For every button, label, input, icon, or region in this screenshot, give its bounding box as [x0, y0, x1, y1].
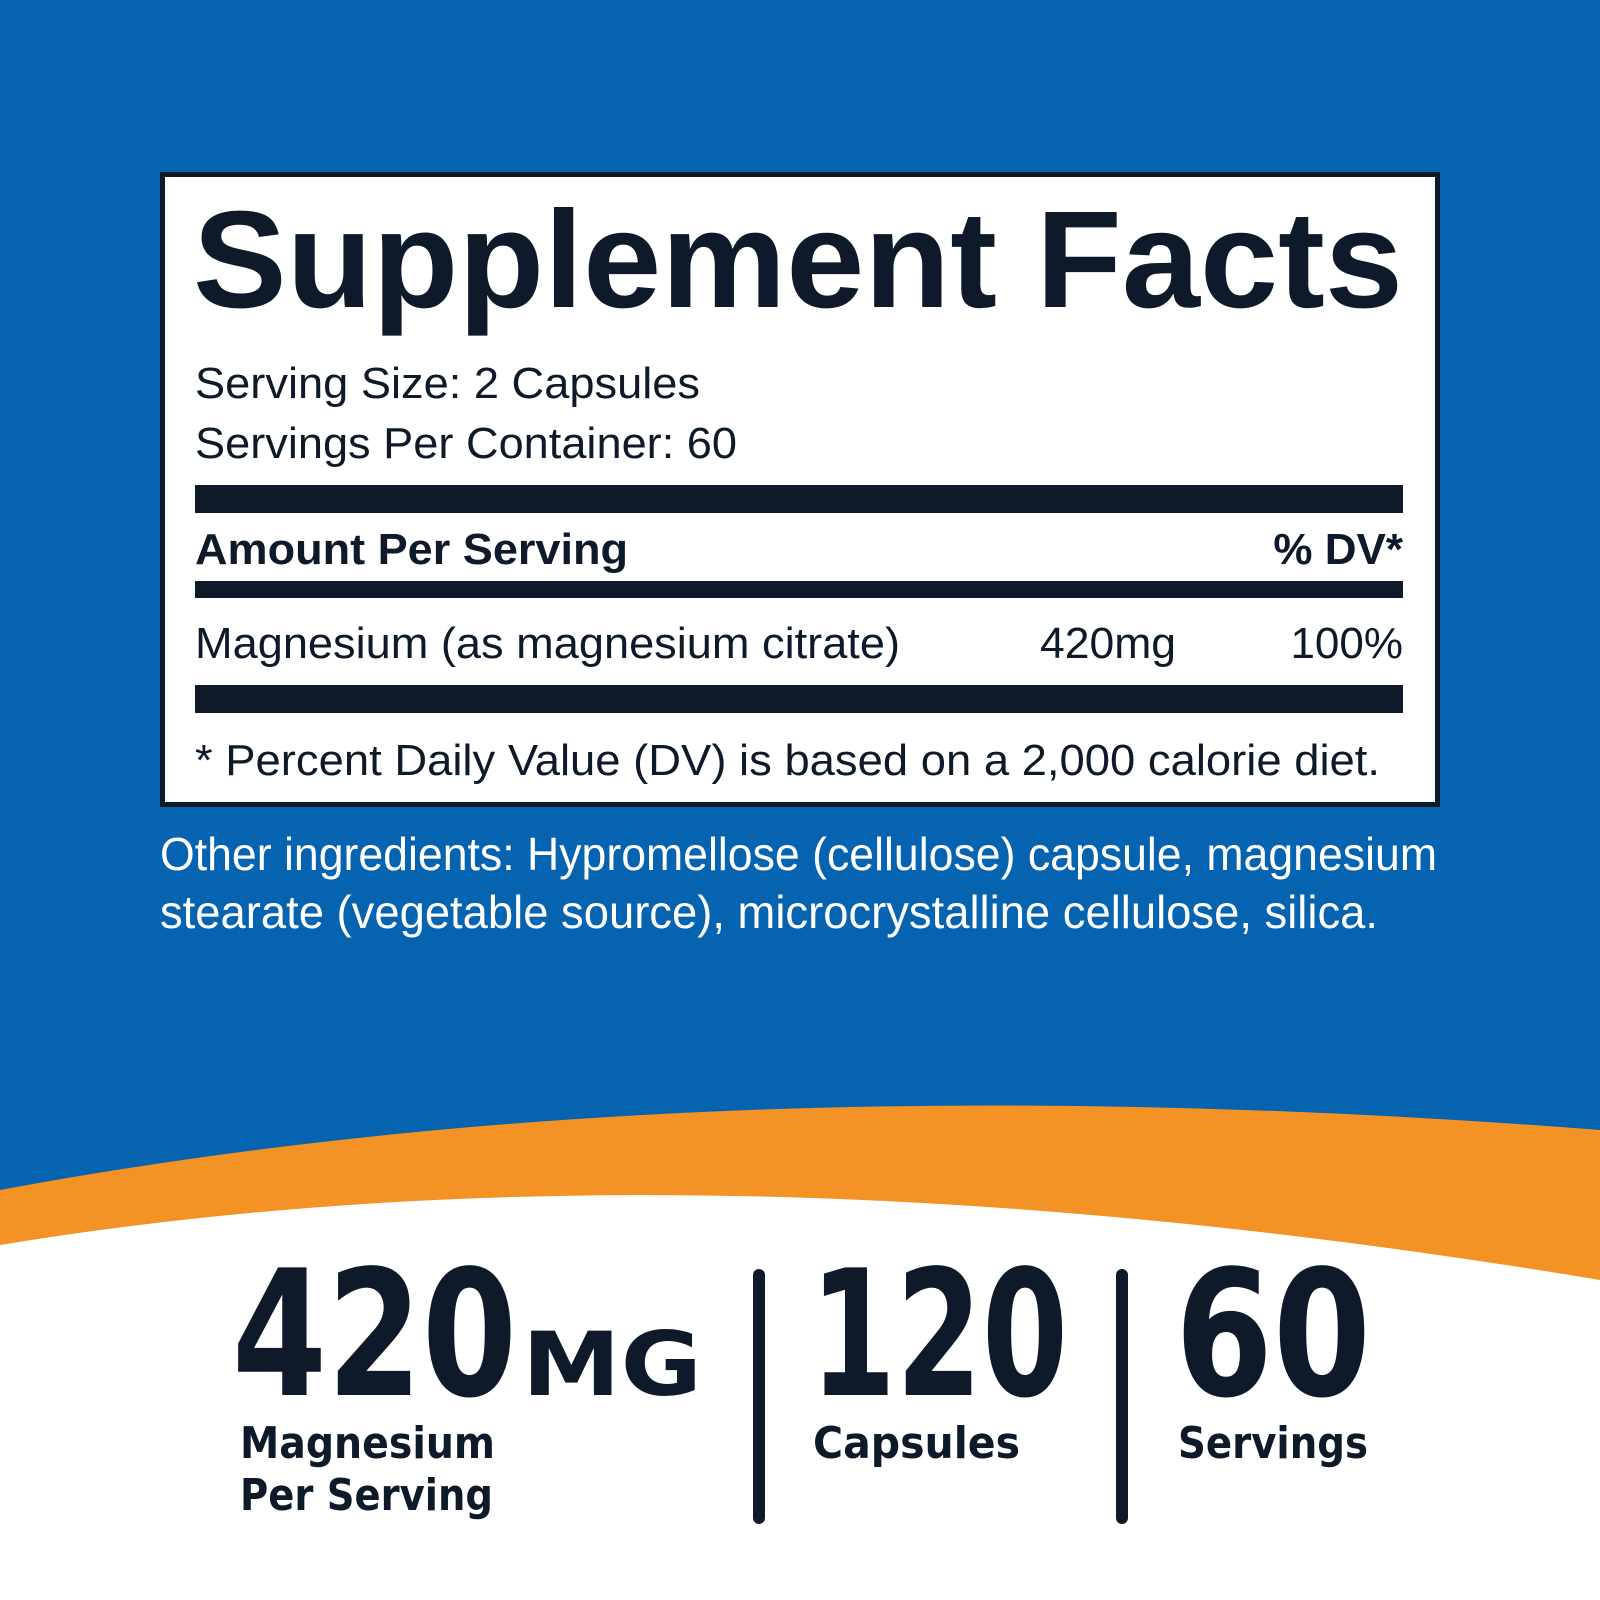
servings-per-container: Servings Per Container: 60 — [195, 419, 737, 468]
nutrient-name: Magnesium (as magnesium citrate) — [195, 619, 900, 668]
rule-medium — [195, 581, 1403, 598]
rule-thick — [195, 685, 1403, 713]
dv-header: % DV* — [1273, 525, 1403, 574]
footnote: * Percent Daily Value (DV) is based on a… — [195, 736, 1380, 785]
stat-unit: MG — [522, 1313, 702, 1416]
stat-label: Magnesium — [240, 1418, 495, 1469]
stat-label: Servings — [1178, 1418, 1368, 1469]
stat-value: 120 — [810, 1234, 1068, 1437]
rule-thick — [195, 485, 1403, 513]
other-ingredients: stearate (vegetable source), microcrysta… — [160, 886, 1378, 938]
other-ingredients: Other ingredients: Hypromellose (cellulo… — [160, 828, 1437, 880]
nutrient-amount: 420mg — [1040, 619, 1176, 668]
panel-title: Supplement Facts — [193, 183, 1403, 337]
stat-label: Capsules — [813, 1418, 1020, 1469]
stat-label: Per Serving — [240, 1470, 493, 1521]
serving-size: Serving Size: 2 Capsules — [195, 359, 700, 408]
stat-value: 420 — [232, 1234, 517, 1437]
amount-header: Amount Per Serving — [195, 525, 628, 574]
stat-value: 60 — [1175, 1234, 1371, 1437]
white-base — [0, 1195, 1600, 1600]
nutrient-dv: 100% — [1290, 619, 1403, 668]
